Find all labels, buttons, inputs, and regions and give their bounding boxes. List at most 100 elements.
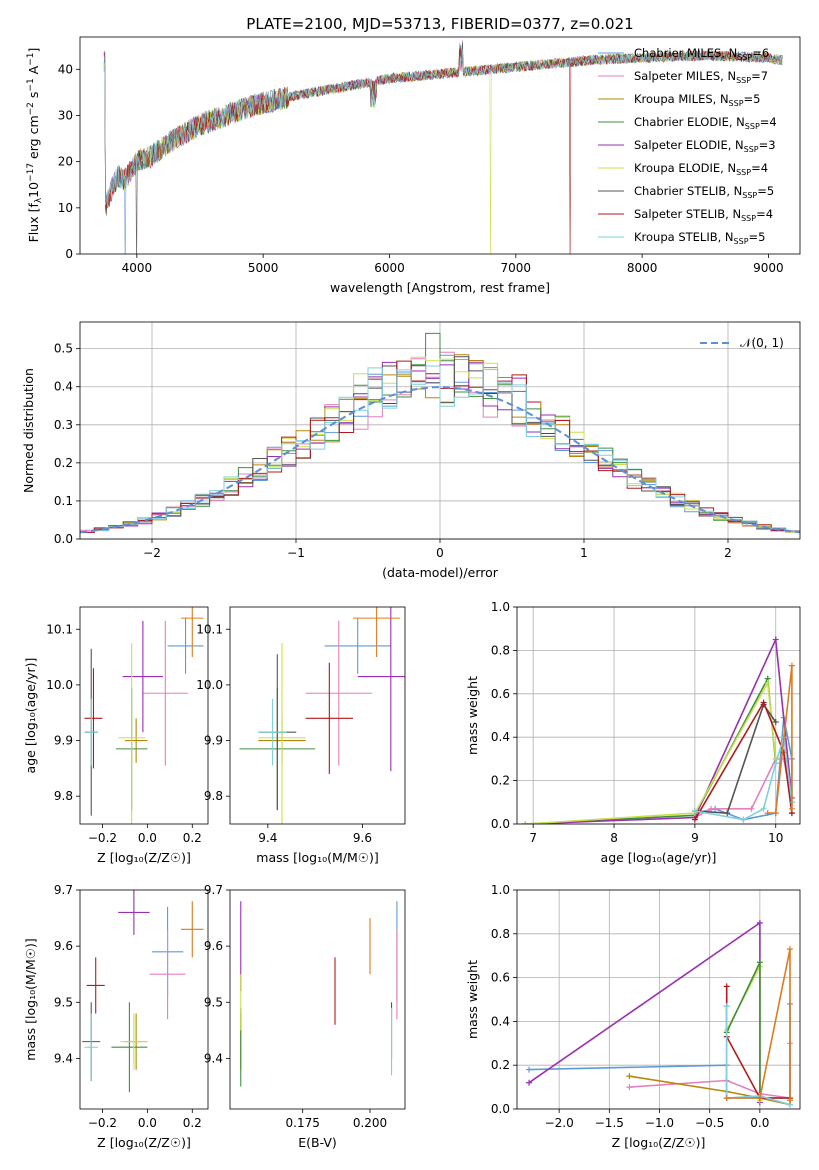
legend-sub: SSP — [729, 99, 744, 108]
weight-marker — [723, 1003, 730, 1010]
errorbar-kroupa-stelib — [84, 1013, 98, 1081]
errorbar-chabrier-elodie — [111, 1002, 148, 1093]
weight-series-orange — [723, 946, 793, 1104]
plot-area — [526, 919, 793, 1108]
weight-series-kroupa-stelib — [723, 1003, 793, 1108]
x-axis-label: (data-model)/error — [382, 565, 499, 580]
weight-line — [725, 1006, 791, 1106]
legend-sub: SSP — [736, 168, 751, 177]
weight-marker — [626, 1084, 633, 1091]
y-tick-label: 9.9 — [54, 734, 73, 748]
legend-entry: Salpeter MILES, NSSP=7 — [634, 69, 768, 85]
y-tick-label: 20 — [58, 155, 73, 169]
y-tick-label: 0.6 — [491, 971, 510, 985]
y-axis-label-part: −1 — [26, 53, 36, 66]
legend-text: Chabrier ELODIE, N — [634, 115, 745, 129]
y-tick-label: 0.5 — [54, 342, 73, 356]
weight-marker — [724, 810, 731, 817]
errorbar-chabrier-miles — [324, 618, 391, 674]
y-tick-label: 10.1 — [196, 622, 223, 636]
x-axis-label: Z [log₁₀(Z/Z☉)] — [612, 1135, 706, 1150]
y-tick-label: 0.2 — [491, 774, 510, 788]
errorbar-salpeter-elodie — [357, 607, 405, 772]
legend-text: Chabrier STELIB, N — [634, 184, 742, 198]
plot-area — [239, 607, 405, 824]
y-axis-label-part: −17 — [26, 163, 36, 182]
x-tick-label: 0.175 — [286, 1116, 320, 1130]
weight-marker — [764, 679, 771, 686]
hist-step-kroupa-stelib — [80, 365, 800, 532]
weight-marker — [764, 810, 771, 817]
errorbar-salpeter-miles — [142, 620, 188, 766]
x-axis-label: Z [log₁₀(Z/Z☉)] — [97, 1135, 191, 1150]
y-tick-label: 9.7 — [204, 883, 223, 897]
legend-sub: SSP — [736, 76, 751, 85]
legend-sub: SSP — [744, 145, 759, 154]
y-axis-label-part: ] — [26, 48, 41, 53]
legend-sub: SSP — [734, 237, 749, 246]
weight-series-orange — [764, 662, 795, 817]
y-tick-label: 0.4 — [54, 380, 73, 394]
y-tick-label: 10 — [58, 201, 73, 215]
axes-weight_vs_age: 7 8 9 10 0.0 0.2 0.4 0.6 0.8 1.0 age [log₁₀(age/yr… — [465, 600, 801, 865]
weight-line — [525, 636, 793, 824]
weight-marker — [708, 805, 715, 812]
weight-marker — [723, 983, 730, 990]
x-tick-label: 8 — [610, 831, 618, 845]
weight-marker — [748, 805, 755, 812]
weight-series-chabrier-elodie — [522, 675, 779, 824]
errorbar-kroupa-stelib — [258, 698, 287, 766]
legend-nssp: =5 — [757, 184, 774, 198]
axes-frame — [516, 606, 801, 825]
errorbar-salpeter-elodie — [118, 890, 150, 935]
legend-entry: Salpeter STELIB, NSSP=4 — [634, 207, 773, 223]
spectrum-line-kroupa-stelib — [103, 48, 783, 207]
y-tick-label: 9.4 — [204, 1051, 223, 1065]
axes-frame — [516, 889, 801, 1110]
x-tick-label: 0.2 — [183, 831, 202, 845]
axes-frame — [229, 606, 406, 825]
weight-marker — [756, 959, 763, 966]
legend-text: Salpeter ELODIE, N — [634, 138, 744, 152]
y-tick-label: 9.6 — [204, 939, 223, 953]
axes-age_vs_Z: −0.2 0.0 0.2 9.8 9.9 10.0 10.1 Z [log₁₀(Z/Z☉)] a… — [23, 606, 209, 865]
errorbar-kroupa-elodie — [118, 643, 146, 824]
weight-line — [528, 921, 761, 1103]
weight-series-salpeter-stelib — [691, 699, 795, 823]
weight-marker — [788, 805, 795, 812]
x-tick-label: −0.2 — [88, 1116, 117, 1130]
y-axis-label: age [log₁₀(age/yr)] — [23, 658, 38, 774]
y-tick-label: 0.3 — [54, 418, 73, 432]
errorbar-kroupa-miles — [124, 718, 148, 763]
errorbar-salpeter-stelib — [84, 668, 103, 769]
x-tick-label: −1.5 — [595, 1116, 624, 1130]
y-tick-label: 9.8 — [204, 789, 223, 803]
weight-marker — [522, 821, 529, 824]
axes-frame — [79, 606, 209, 825]
x-tick-label: 0.2 — [183, 1116, 202, 1130]
x-tick-label: 9.4 — [258, 831, 277, 845]
weight-line — [694, 702, 777, 814]
y-tick-label: 10.0 — [46, 678, 73, 692]
legend-entry: Chabrier ELODIE, NSSP=4 — [634, 115, 777, 131]
legend-text: Kroupa ELODIE, N — [634, 161, 736, 175]
weight-line — [694, 736, 793, 821]
weight-marker — [760, 805, 767, 812]
normal-curve — [80, 386, 800, 534]
hist-step-chabrier-elodie — [80, 332, 800, 533]
hist-step-kroupa-elodie — [80, 356, 800, 533]
y-axis-label: Flux [fλ10−17 erg cm−2 s−1 A−1] — [26, 48, 44, 243]
x-tick-label: −1.0 — [645, 1116, 674, 1130]
x-tick-label: 0.0 — [138, 831, 157, 845]
legend-entry: Chabrier MILES, NSSP=6 — [634, 46, 769, 62]
weight-marker — [772, 760, 779, 767]
weight-marker — [691, 807, 698, 814]
legend-entry: Kroupa STELIB, NSSP=5 — [634, 230, 765, 246]
x-axis-label: mass [log₁₀(M/M☉)] — [256, 850, 378, 865]
x-tick-label: 0.0 — [750, 1116, 769, 1130]
weight-line — [694, 700, 793, 821]
x-tick-label: −2 — [143, 546, 161, 560]
weight-marker — [691, 816, 698, 823]
weight-marker — [772, 810, 779, 817]
weight-marker — [788, 662, 795, 669]
